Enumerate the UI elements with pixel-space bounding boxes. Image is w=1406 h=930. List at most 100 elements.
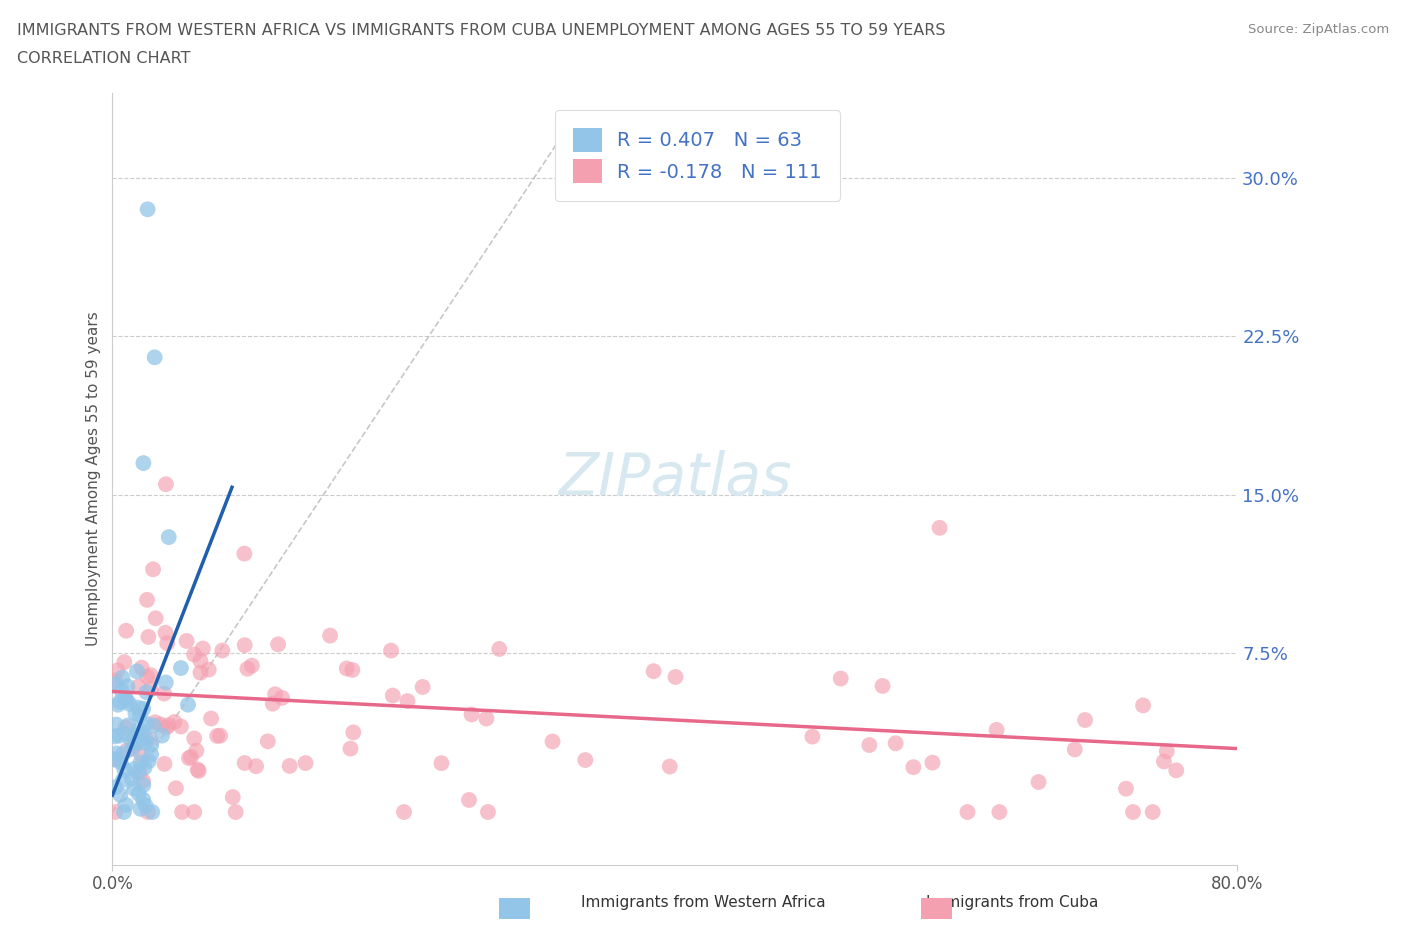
Point [134, 760, 156, 775]
Point [1122, 804, 1144, 819]
Point [149, 717, 172, 732]
Point [141, 737, 163, 752]
Point [136, 804, 159, 819]
Point [132, 792, 155, 807]
Point [986, 723, 1008, 737]
Text: ZIPatlas: ZIPatlas [558, 450, 792, 508]
Point [172, 804, 194, 819]
Point [225, 804, 247, 819]
Point [115, 743, 138, 758]
Point [128, 700, 150, 715]
Point [209, 728, 232, 743]
Point [136, 202, 159, 217]
Point [884, 736, 907, 751]
Point [187, 763, 209, 777]
Point [262, 697, 284, 711]
Point [104, 729, 127, 744]
Point [339, 741, 361, 756]
Point [114, 763, 136, 777]
Text: Source: ZipAtlas.com: Source: ZipAtlas.com [1249, 23, 1389, 36]
Point [125, 664, 148, 679]
Point [132, 777, 155, 792]
Point [125, 736, 148, 751]
Point [928, 521, 950, 536]
Point [124, 728, 146, 743]
Point [205, 728, 228, 743]
Point [264, 687, 287, 702]
Point [112, 773, 135, 788]
Point [110, 788, 132, 803]
Point [121, 741, 143, 756]
Text: IMMIGRANTS FROM WESTERN AFRICA VS IMMIGRANTS FROM CUBA UNEMPLOYMENT AMONG AGES 5: IMMIGRANTS FROM WESTERN AFRICA VS IMMIGR… [17, 23, 945, 38]
Point [122, 738, 145, 753]
Point [132, 774, 155, 789]
Point [112, 804, 135, 819]
Point [574, 752, 596, 767]
Point [135, 684, 157, 699]
Point [187, 764, 209, 778]
Point [1115, 781, 1137, 796]
Point [157, 530, 180, 545]
Point [142, 718, 165, 733]
Point [430, 756, 453, 771]
Point [872, 679, 894, 694]
Point [1132, 698, 1154, 712]
Point [115, 691, 138, 706]
Point [460, 707, 482, 722]
Point [458, 792, 481, 807]
Y-axis label: Unemployment Among Ages 55 to 59 years: Unemployment Among Ages 55 to 59 years [86, 312, 101, 646]
Point [190, 665, 212, 680]
Point [233, 755, 256, 770]
Point [342, 662, 364, 677]
Point [155, 477, 177, 492]
Point [136, 670, 159, 684]
Point [121, 735, 143, 750]
Point [132, 701, 155, 716]
Point [104, 677, 127, 692]
Point [211, 644, 233, 658]
Point [245, 759, 267, 774]
Point [110, 755, 132, 770]
Point [110, 683, 132, 698]
Point [336, 661, 359, 676]
Point [643, 664, 665, 679]
Point [1028, 775, 1050, 790]
Point [921, 755, 943, 770]
Legend: R = 0.407   N = 63, R = -0.178   N = 111: R = 0.407 N = 63, R = -0.178 N = 111 [555, 111, 839, 201]
Point [143, 715, 166, 730]
Point [124, 762, 146, 777]
Point [392, 804, 415, 819]
Point [141, 804, 163, 819]
Point [143, 350, 166, 365]
Point [165, 781, 187, 796]
Point [664, 670, 686, 684]
Point [278, 759, 301, 774]
Point [153, 756, 176, 771]
Point [131, 748, 153, 763]
Point [136, 592, 159, 607]
Point [658, 759, 681, 774]
Point [294, 755, 316, 770]
Point [412, 680, 434, 695]
Point [801, 729, 824, 744]
Point [129, 755, 152, 770]
Point [150, 728, 173, 743]
Point [129, 802, 152, 817]
Point [108, 695, 131, 710]
Point [170, 719, 193, 734]
Point [176, 633, 198, 648]
Point [128, 729, 150, 744]
Point [132, 456, 155, 471]
Point [139, 732, 162, 747]
Point [105, 746, 128, 761]
Point [830, 671, 852, 686]
Point [233, 638, 256, 653]
Point [104, 752, 127, 767]
Point [200, 711, 222, 726]
Point [541, 734, 564, 749]
Point [903, 760, 925, 775]
Point [111, 671, 134, 685]
Point [135, 732, 157, 747]
Point [108, 728, 131, 743]
Point [115, 623, 138, 638]
